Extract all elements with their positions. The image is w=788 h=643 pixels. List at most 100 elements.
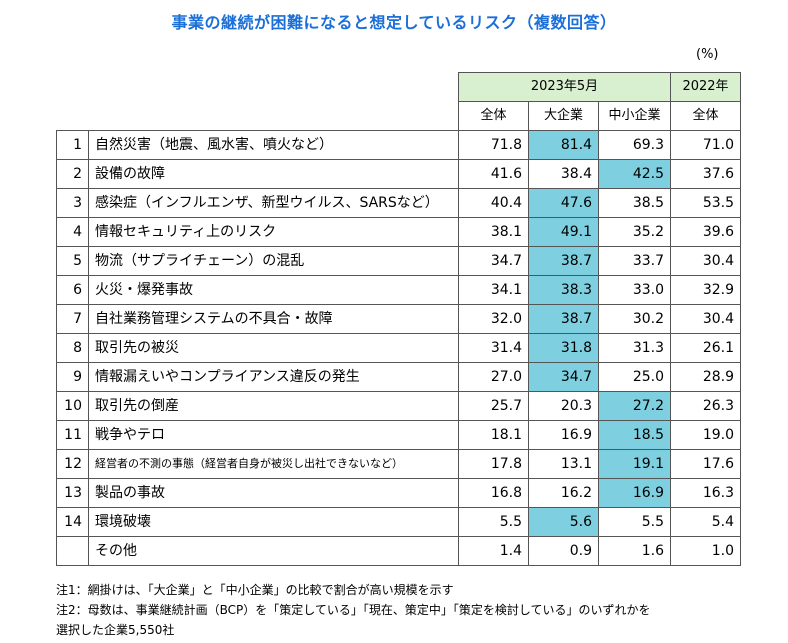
value-total-2022: 26.1	[670, 333, 741, 363]
value-total-2022: 30.4	[670, 304, 741, 334]
value-large: 38.3	[528, 275, 599, 305]
row-number: 7	[56, 304, 89, 334]
risk-label: 情報漏えいやコンプライアンス違反の発生	[88, 362, 459, 392]
row-number: 6	[56, 275, 89, 305]
table-row: 2 設備の故障 41.6 38.4 42.5 37.6	[56, 159, 741, 189]
note-1: 注1：網掛けは、「大企業」と「中小企業」の比較で割合が高い規模を示す	[56, 583, 454, 597]
value-total-2022: 5.4	[670, 507, 741, 537]
value-total-2023: 40.4	[458, 188, 529, 218]
risk-label: 物流（サプライチェーン）の混乱	[88, 246, 459, 276]
risk-label: 火災・爆発事故	[88, 275, 459, 305]
value-large: 38.7	[528, 304, 599, 334]
value-total-2023: 1.4	[458, 536, 529, 566]
value-total-2022: 32.9	[670, 275, 741, 305]
value-large: 0.9	[528, 536, 599, 566]
row-number: 2	[56, 159, 89, 189]
table-row: 4 情報セキュリティ上のリスク 38.1 49.1 35.2 39.6	[56, 217, 741, 247]
table-row: 9 情報漏えいやコンプライアンス違反の発生 27.0 34.7 25.0 28.9	[56, 362, 741, 392]
value-sme: 27.2	[598, 391, 671, 421]
value-large: 20.3	[528, 391, 599, 421]
value-sme: 18.5	[598, 420, 671, 450]
risk-label: 自社業務管理システムの不具合・故障	[88, 304, 459, 334]
row-number: 10	[56, 391, 89, 421]
value-sme: 33.7	[598, 246, 671, 276]
row-number	[56, 536, 89, 566]
risk-label: 環境破壊	[88, 507, 459, 537]
note-2: 注2：母数は、事業継続計画（BCP）を「策定している」「現在、策定中」「策定を検…	[56, 603, 651, 617]
value-large: 47.6	[528, 188, 599, 218]
value-total-2022: 37.6	[670, 159, 741, 189]
value-total-2022: 26.3	[670, 391, 741, 421]
row-number: 8	[56, 333, 89, 363]
value-total-2023: 18.1	[458, 420, 529, 450]
value-total-2023: 25.7	[458, 391, 529, 421]
table-row: 12 経営者の不測の事態（経営者自身が被災し出社できないなど） 17.8 13.1 19…	[56, 449, 741, 479]
col-header-large: 大企業	[528, 101, 599, 131]
header-2022: 2022年	[670, 72, 741, 102]
value-total-2022: 1.0	[670, 536, 741, 566]
risk-label: 取引先の被災	[88, 333, 459, 363]
value-sme: 5.5	[598, 507, 671, 537]
note-2-continued: 選択した企業5,550社	[56, 623, 175, 637]
row-number: 11	[56, 420, 89, 450]
table-row: 6 火災・爆発事故 34.1 38.3 33.0 32.9	[56, 275, 741, 305]
value-total-2023: 34.7	[458, 246, 529, 276]
value-total-2022: 30.4	[670, 246, 741, 276]
notes: 注1：網掛けは、「大企業」と「中小企業」の比較で割合が高い規模を示す 注2：母数…	[56, 580, 651, 640]
row-number: 13	[56, 478, 89, 508]
risk-label: 情報セキュリティ上のリスク	[88, 217, 459, 247]
table-row: 5 物流（サプライチェーン）の混乱 34.7 38.7 33.7 30.4	[56, 246, 741, 276]
value-total-2022: 16.3	[670, 478, 741, 508]
value-total-2023: 38.1	[458, 217, 529, 247]
table-row: その他 1.4 0.9 1.6 1.0	[56, 536, 741, 566]
value-sme: 16.9	[598, 478, 671, 508]
col-header-total-2023: 全体	[458, 101, 529, 131]
table-row: 14 環境破壊 5.5 5.6 5.5 5.4	[56, 507, 741, 537]
table-row: 13 製品の事故 16.8 16.2 16.9 16.3	[56, 478, 741, 508]
risk-label: 経営者の不測の事態（経営者自身が被災し出社できないなど）	[88, 449, 459, 479]
table-row: 10 取引先の倒産 25.7 20.3 27.2 26.3	[56, 391, 741, 421]
value-large: 38.4	[528, 159, 599, 189]
risk-label: その他	[88, 536, 459, 566]
risk-table: 2023年5月 2022年 全体 大企業 中小企業 全体 1 自然災害（地震、風水…	[56, 72, 741, 566]
table-row: 3 感染症（インフルエンザ、新型ウイルス、SARSなど） 40.4 47.6 38.5 5…	[56, 188, 741, 218]
risk-label: 感染症（インフルエンザ、新型ウイルス、SARSなど）	[88, 188, 459, 218]
value-total-2023: 31.4	[458, 333, 529, 363]
value-total-2023: 17.8	[458, 449, 529, 479]
value-sme: 1.6	[598, 536, 671, 566]
value-sme: 19.1	[598, 449, 671, 479]
value-large: 13.1	[528, 449, 599, 479]
value-total-2022: 39.6	[670, 217, 741, 247]
value-sme: 42.5	[598, 159, 671, 189]
table-row: 1 自然災害（地震、風水害、噴火など） 71.8 81.4 69.3 71.0	[56, 130, 741, 160]
value-sme: 33.0	[598, 275, 671, 305]
value-sme: 35.2	[598, 217, 671, 247]
row-number: 14	[56, 507, 89, 537]
value-large: 81.4	[528, 130, 599, 160]
value-total-2023: 27.0	[458, 362, 529, 392]
risk-label: 製品の事故	[88, 478, 459, 508]
value-large: 31.8	[528, 333, 599, 363]
table-row: 7 自社業務管理システムの不具合・故障 32.0 38.7 30.2 30.4	[56, 304, 741, 334]
value-total-2023: 34.1	[458, 275, 529, 305]
value-total-2023: 32.0	[458, 304, 529, 334]
value-total-2023: 41.6	[458, 159, 529, 189]
value-total-2023: 16.8	[458, 478, 529, 508]
value-sme: 25.0	[598, 362, 671, 392]
header-row-years: 2023年5月 2022年	[57, 72, 741, 102]
header-row-columns: 全体 大企業 中小企業 全体	[57, 101, 741, 131]
row-number: 9	[56, 362, 89, 392]
unit-label: (%)	[696, 47, 719, 62]
row-number: 5	[56, 246, 89, 276]
page-title: 事業の継続が困難になると想定しているリスク（複数回答）	[171, 13, 617, 32]
value-large: 16.9	[528, 420, 599, 450]
value-total-2022: 53.5	[670, 188, 741, 218]
value-total-2022: 71.0	[670, 130, 741, 160]
value-large: 5.6	[528, 507, 599, 537]
value-sme: 38.5	[598, 188, 671, 218]
risk-label: 自然災害（地震、風水害、噴火など）	[88, 130, 459, 160]
value-total-2023: 71.8	[458, 130, 529, 160]
risk-label: 取引先の倒産	[88, 391, 459, 421]
value-total-2022: 19.0	[670, 420, 741, 450]
row-number: 3	[56, 188, 89, 218]
